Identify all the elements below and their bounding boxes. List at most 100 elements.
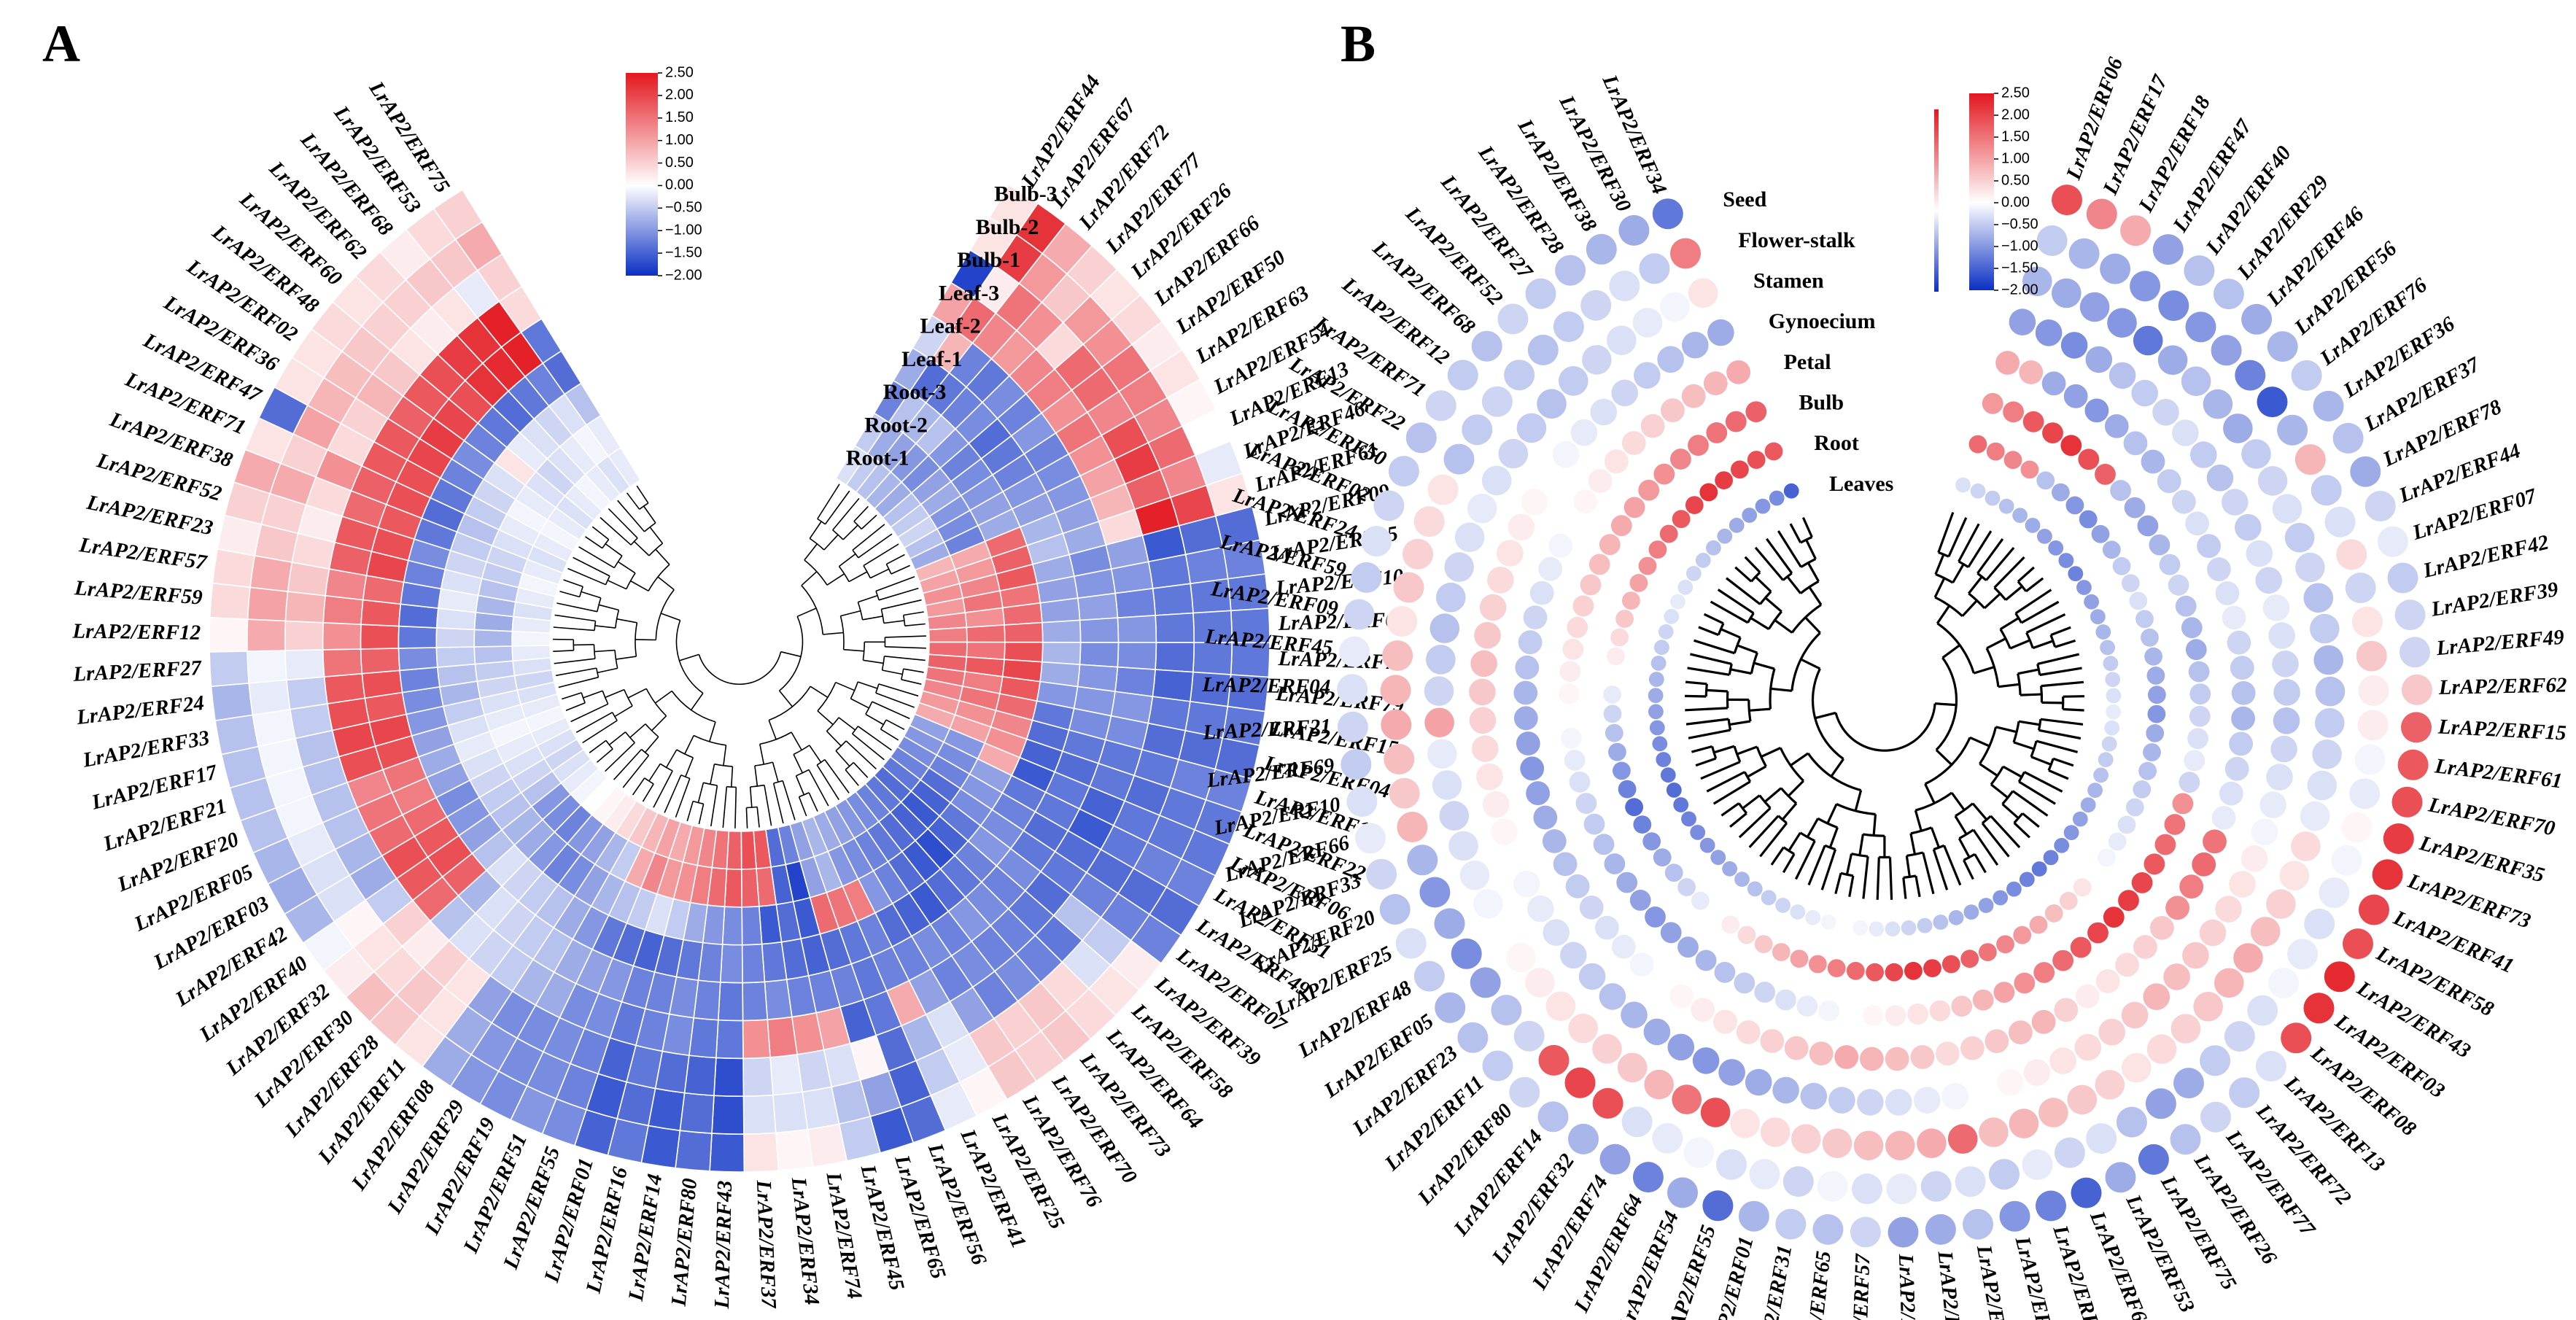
heatmap-dot	[1963, 1208, 1993, 1240]
tree-branch	[1685, 707, 1728, 712]
heatmap-dot	[2300, 801, 2330, 831]
heatmap-cell	[322, 621, 362, 651]
heatmap-dot	[1648, 704, 1664, 720]
tree-branch	[1990, 815, 2021, 849]
tree-branch	[779, 616, 804, 691]
tree-branch	[698, 804, 705, 825]
heatmap-dot	[2105, 672, 2121, 688]
tree-branch	[1932, 849, 1949, 890]
tree-branch	[1758, 794, 1772, 810]
heatmap-dot	[1749, 1159, 1780, 1190]
heatmap-dot	[1648, 672, 1664, 687]
heatmap-dot	[1800, 1082, 1828, 1110]
tree-branch	[1747, 612, 1755, 624]
tree-branch	[664, 774, 682, 813]
tree-branch	[1691, 745, 1713, 753]
tree-branch	[627, 688, 647, 699]
heatmap-dot	[1393, 572, 1424, 603]
heatmap-dot	[2084, 398, 2109, 423]
heatmap-dot	[2284, 523, 2315, 553]
heatmap-dot	[2179, 772, 2200, 793]
heatmap-dot	[2073, 878, 2092, 897]
tree-branch	[1743, 771, 1752, 783]
heatmap-cell	[721, 906, 743, 946]
tree-branch	[1958, 828, 1974, 840]
colorbar-a-tick-label: 0.50	[665, 155, 694, 171]
heatmap-dot	[1570, 419, 1598, 446]
tree-branch	[1764, 597, 1782, 613]
heatmap-dot	[1929, 1000, 1951, 1022]
heatmap-dot	[2106, 688, 2122, 704]
tree-branch	[651, 715, 667, 731]
tree-branch	[745, 807, 748, 828]
tree-branch	[816, 758, 826, 766]
heatmap-dot	[2157, 345, 2188, 376]
heatmap-dot	[1527, 895, 1554, 923]
tree-branch	[1759, 822, 1788, 858]
heatmap-dot	[1706, 904, 1724, 923]
heatmap-dot	[1885, 1089, 1912, 1116]
heatmap-dot	[2036, 471, 2055, 490]
heatmap-dot	[1809, 1041, 1834, 1065]
heatmap-dot	[2095, 969, 2120, 993]
heatmap-dot	[2098, 752, 2114, 768]
heatmap-dot	[1617, 1052, 1648, 1083]
heatmap-dot	[1660, 292, 1690, 322]
tree-branch	[850, 698, 869, 709]
tree-branch	[1958, 523, 1980, 562]
tree-branch	[1788, 832, 1801, 852]
tree-branch	[2014, 589, 2052, 615]
heatmap-dot	[2235, 360, 2266, 391]
heatmap-cell	[1117, 642, 1157, 670]
tree-branch	[1782, 853, 1796, 874]
heatmap-dot	[1989, 1159, 2020, 1190]
heatmap-dot	[1822, 1128, 1853, 1158]
tree-branch	[1954, 815, 1968, 835]
tree-branch	[645, 723, 659, 737]
heatmap-dot	[2108, 362, 2136, 389]
heatmap-dot	[2100, 640, 2116, 656]
heatmap-dot	[1764, 442, 1783, 461]
heatmap-dot	[1482, 791, 1510, 818]
heatmap-dot	[1538, 556, 1563, 581]
gene-label: LrAP2/ERF65	[1799, 1250, 1836, 1320]
heatmap-dot	[2087, 783, 2103, 798]
heatmap-dot	[1722, 861, 1738, 877]
heatmap-dot	[2266, 889, 2296, 919]
heatmap-dot	[2259, 791, 2286, 818]
heatmap-dot	[1901, 920, 1917, 936]
heatmap-cell	[607, 446, 642, 488]
tree-branch	[853, 762, 869, 778]
heatmap-dot	[2104, 414, 2129, 438]
heatmap-dot	[1439, 801, 1470, 831]
heatmap-dot	[2086, 198, 2117, 230]
heatmap-dot	[2043, 850, 2059, 866]
heatmap-cell	[322, 648, 363, 678]
tree-branch	[2063, 707, 2084, 712]
tree-branch	[1961, 599, 1978, 617]
heatmap-dot	[1968, 435, 1987, 454]
heatmap-dot	[1516, 731, 1540, 756]
tree-branch	[697, 783, 705, 803]
heatmap-dot	[1609, 271, 1640, 302]
heatmap-dot	[1691, 891, 1710, 910]
tree-branch	[2040, 718, 2084, 726]
heatmap-dot	[1737, 925, 1756, 944]
heatmap-dot	[1613, 761, 1631, 780]
gene-label: LrAP2/ERF74	[821, 1170, 866, 1301]
heatmap-dot	[2103, 656, 2119, 672]
tree-branch	[1990, 783, 2009, 799]
tree-branch	[1982, 815, 1992, 825]
heatmap-dot	[2137, 515, 2159, 537]
heatmap-dot	[1742, 508, 1758, 523]
tree-branch	[832, 497, 860, 531]
heatmap-dot	[1604, 853, 1626, 874]
heatmap-dot	[1580, 574, 1602, 596]
heatmap-dot	[2076, 580, 2092, 595]
heatmap-dot	[2235, 513, 2262, 541]
heatmap-dot	[1611, 379, 1638, 407]
heatmap-dot	[2227, 630, 2251, 655]
heatmap-dot	[1866, 963, 1885, 982]
heatmap-dot	[1560, 511, 1585, 535]
heatmap-dot	[2287, 939, 2318, 970]
